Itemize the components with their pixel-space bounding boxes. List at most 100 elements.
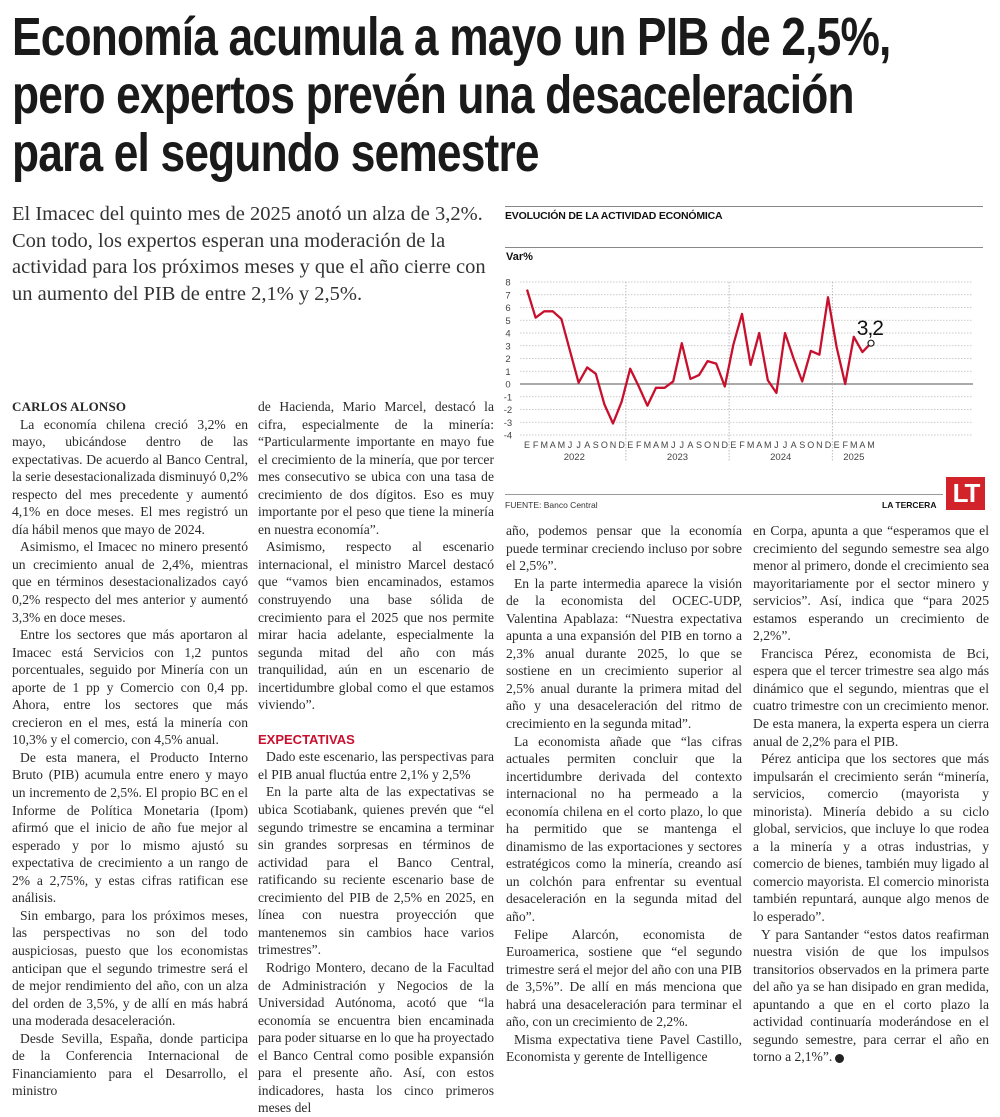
section-subhead: EXPECTATIVAS: [258, 731, 494, 749]
x-tick-label: A: [687, 440, 693, 450]
y-axis-label: Var%: [506, 251, 533, 263]
activity-series-line: [527, 290, 871, 424]
paragraph: Sin embargo, para los próximos meses, la…: [12, 907, 248, 1030]
x-tick-label: A: [653, 440, 659, 450]
y-tick-label: 2: [505, 354, 510, 365]
x-tick-label: M: [867, 440, 875, 450]
year-label: 2024: [770, 452, 791, 463]
paragraph: Dado este escenario, las perspectivas pa…: [258, 748, 494, 783]
article-column-1: CARLOS ALONSO La economía chilena creció…: [12, 398, 248, 1100]
chart-top-rule: [505, 206, 983, 207]
x-tick-label: F: [739, 440, 745, 450]
x-tick-label: A: [550, 440, 556, 450]
x-tick-label: M: [644, 440, 652, 450]
x-tick-label: A: [791, 440, 797, 450]
paragraph: En la parte alta de las expectativas se …: [258, 783, 494, 958]
deck-summary: El Imacec del quinto mes de 2025 anotó u…: [12, 201, 492, 307]
paragraph: Asimismo, el Imacec no minero presentó u…: [12, 538, 248, 626]
last-point-marker: [868, 340, 874, 346]
x-tick-label: D: [618, 440, 625, 450]
byline: CARLOS ALONSO: [12, 398, 248, 416]
y-tick-label: -3: [504, 418, 512, 429]
paragraph: año, podemos pensar que la economía pued…: [506, 522, 742, 575]
x-tick-label: J: [576, 440, 581, 450]
paragraph: Rodrigo Montero, decano de la Facultad d…: [258, 959, 494, 1117]
y-tick-label: 1: [505, 367, 510, 378]
x-tick-label: D: [825, 440, 832, 450]
chart-title: EVOLUCIÓN DE LA ACTIVIDAD ECONÓMICA: [505, 210, 722, 222]
x-tick-label: O: [807, 440, 814, 450]
y-tick-label: 8: [505, 278, 510, 289]
headline: Economía acumula a mayo un PIB de 2,5%, …: [12, 8, 1000, 182]
paragraph: Felipe Alarcón, economista de Euroameric…: [506, 926, 742, 1031]
x-tick-label: E: [730, 440, 736, 450]
x-tick-label: A: [859, 440, 865, 450]
x-tick-label: J: [774, 440, 779, 450]
x-tick-label: O: [601, 440, 608, 450]
x-tick-label: M: [850, 440, 858, 450]
paragraph: en Corpa, apunta a que “esperamos que el…: [753, 522, 989, 645]
x-tick-label: F: [842, 440, 848, 450]
year-label: 2025: [843, 452, 864, 463]
paragraph: De esta manera, el Producto Interno Brut…: [12, 749, 248, 907]
x-tick-label: F: [533, 440, 539, 450]
x-tick-label: S: [593, 440, 599, 450]
headline-line-1: Economía acumula a mayo un PIB de 2,5%,: [12, 8, 832, 66]
x-tick-label: M: [558, 440, 566, 450]
x-tick-label: M: [747, 440, 755, 450]
x-tick-label: M: [661, 440, 669, 450]
paragraph: Pérez anticipa que los sectores que más …: [753, 750, 989, 925]
paragraph: de Hacienda, Mario Marcel, destacó la ci…: [258, 398, 494, 538]
y-tick-label: 5: [505, 316, 510, 327]
x-tick-label: M: [540, 440, 548, 450]
x-tick-label: A: [584, 440, 590, 450]
x-tick-label: S: [799, 440, 805, 450]
x-tick-label: S: [696, 440, 702, 450]
last-value-annotation: 3,2: [857, 317, 884, 340]
paragraph: Y para Santander “estos datos reafirman …: [753, 926, 989, 1066]
x-tick-label: A: [756, 440, 762, 450]
y-tick-label: 4: [505, 329, 510, 340]
y-tick-label: 6: [505, 303, 510, 314]
x-tick-label: F: [636, 440, 642, 450]
paragraph: Misma expectativa tiene Pavel Castillo, …: [506, 1031, 742, 1066]
y-tick-label: 3: [505, 341, 510, 352]
x-tick-label: O: [704, 440, 711, 450]
x-tick-label: N: [713, 440, 720, 450]
paragraph: En la parte intermedia aparece la visión…: [506, 575, 742, 733]
x-tick-label: M: [764, 440, 772, 450]
x-tick-label: E: [834, 440, 840, 450]
chart-source: FUENTE: Banco Central: [505, 500, 598, 510]
x-tick-label: E: [524, 440, 530, 450]
paragraph: La economía chilena creció 3,2% en mayo,…: [12, 416, 248, 539]
y-tick-label: -4: [504, 431, 512, 442]
x-tick-label: J: [568, 440, 573, 450]
article-column-4: en Corpa, apunta a que “esperamos que el…: [753, 522, 989, 1066]
x-tick-label: J: [671, 440, 676, 450]
x-tick-label: N: [610, 440, 617, 450]
la-tercera-logo: LT: [946, 477, 985, 510]
x-tick-label: J: [783, 440, 788, 450]
x-tick-label: E: [627, 440, 633, 450]
headline-line-3: para el segundo semestre: [12, 124, 832, 182]
chart-bottom-rule: [505, 494, 943, 495]
x-tick-label: N: [816, 440, 823, 450]
paragraph: Desde Sevilla, España, donde participa d…: [12, 1030, 248, 1100]
paragraph-text: Y para Santander “estos datos reafirman …: [753, 927, 989, 1065]
paragraph: Entre los sectores que más aportaron al …: [12, 626, 248, 749]
headline-line-2: pero expertos prevén una desaceleración: [12, 66, 832, 124]
x-tick-label: D: [722, 440, 729, 450]
brand-name: LA TERCERA: [882, 500, 936, 510]
x-tick-label: J: [680, 440, 685, 450]
end-mark-icon: [835, 1054, 844, 1063]
year-label: 2023: [667, 452, 688, 463]
y-tick-label: -1: [504, 392, 512, 403]
y-tick-label: 7: [505, 290, 510, 301]
year-label: 2022: [564, 452, 585, 463]
paragraph: La economista añade que “las cifras actu…: [506, 733, 742, 926]
paragraph: Asimismo, respecto al escenario internac…: [258, 538, 494, 713]
y-tick-label: 0: [505, 380, 510, 391]
article-column-2: de Hacienda, Mario Marcel, destacó la ci…: [258, 398, 494, 1117]
article-column-3: año, podemos pensar que la economía pued…: [506, 522, 742, 1066]
